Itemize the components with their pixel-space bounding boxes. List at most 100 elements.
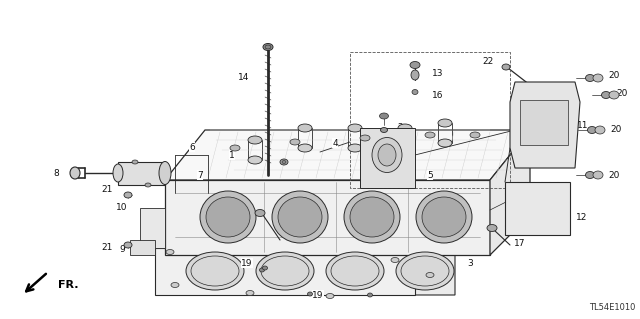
Ellipse shape: [425, 132, 435, 138]
Ellipse shape: [290, 139, 300, 145]
Text: 20: 20: [616, 90, 628, 99]
Ellipse shape: [593, 74, 603, 82]
Ellipse shape: [159, 161, 171, 184]
Ellipse shape: [124, 192, 132, 198]
Text: 7: 7: [197, 170, 203, 180]
Ellipse shape: [470, 132, 480, 138]
Ellipse shape: [248, 136, 262, 144]
Ellipse shape: [381, 128, 387, 132]
Ellipse shape: [206, 197, 250, 237]
Polygon shape: [505, 182, 570, 235]
Polygon shape: [360, 128, 415, 188]
Ellipse shape: [124, 242, 132, 248]
Text: 21: 21: [101, 243, 113, 253]
Ellipse shape: [259, 268, 264, 272]
Ellipse shape: [360, 135, 370, 141]
Ellipse shape: [248, 156, 262, 164]
Ellipse shape: [256, 252, 314, 290]
Ellipse shape: [326, 252, 384, 290]
Text: 16: 16: [432, 91, 444, 100]
Text: 20: 20: [608, 170, 620, 180]
Ellipse shape: [262, 266, 268, 270]
Text: 4: 4: [332, 138, 338, 147]
Ellipse shape: [166, 249, 174, 255]
Ellipse shape: [145, 183, 151, 187]
Text: 10: 10: [116, 204, 128, 212]
Text: 20: 20: [611, 125, 621, 135]
Ellipse shape: [609, 91, 619, 99]
Text: 14: 14: [238, 72, 250, 81]
Ellipse shape: [602, 92, 611, 99]
Text: 12: 12: [576, 213, 588, 222]
Polygon shape: [130, 240, 155, 255]
Ellipse shape: [113, 164, 123, 182]
Polygon shape: [165, 180, 490, 255]
Ellipse shape: [588, 127, 596, 133]
Ellipse shape: [595, 126, 605, 134]
Ellipse shape: [422, 197, 466, 237]
Ellipse shape: [438, 119, 452, 127]
Text: 18: 18: [241, 216, 253, 225]
Text: 11: 11: [577, 121, 589, 130]
Text: 20: 20: [608, 71, 620, 80]
Text: FR.: FR.: [58, 280, 79, 290]
Ellipse shape: [282, 160, 286, 164]
Text: 3: 3: [467, 258, 473, 268]
Ellipse shape: [502, 64, 510, 70]
Polygon shape: [155, 248, 415, 295]
Ellipse shape: [255, 210, 265, 217]
Bar: [140, 208, 165, 248]
Ellipse shape: [348, 144, 362, 152]
Polygon shape: [490, 130, 530, 255]
Ellipse shape: [398, 124, 412, 132]
Ellipse shape: [350, 197, 394, 237]
Ellipse shape: [367, 293, 372, 297]
Bar: [520, 100, 568, 145]
Text: 22: 22: [483, 57, 493, 66]
Ellipse shape: [132, 160, 138, 164]
Ellipse shape: [263, 43, 273, 50]
Ellipse shape: [586, 172, 595, 179]
Text: 15: 15: [529, 211, 541, 219]
Ellipse shape: [280, 159, 288, 165]
Ellipse shape: [278, 197, 322, 237]
Text: 9: 9: [119, 246, 125, 255]
Ellipse shape: [344, 191, 400, 243]
Ellipse shape: [272, 191, 328, 243]
Ellipse shape: [265, 45, 271, 49]
Text: 5: 5: [427, 170, 433, 180]
Ellipse shape: [416, 191, 472, 243]
Text: 2: 2: [397, 123, 403, 132]
Ellipse shape: [412, 90, 418, 94]
Ellipse shape: [593, 171, 603, 179]
Polygon shape: [415, 210, 455, 295]
Ellipse shape: [586, 75, 595, 81]
Ellipse shape: [298, 124, 312, 132]
Text: 19: 19: [241, 258, 253, 268]
Ellipse shape: [70, 167, 80, 179]
Ellipse shape: [230, 145, 240, 151]
Text: 13: 13: [432, 69, 444, 78]
Ellipse shape: [307, 292, 312, 296]
Ellipse shape: [426, 272, 434, 278]
Ellipse shape: [487, 225, 497, 232]
Polygon shape: [155, 210, 455, 248]
Text: TL54E1010: TL54E1010: [589, 303, 635, 312]
Ellipse shape: [326, 293, 334, 299]
Ellipse shape: [410, 62, 420, 69]
Polygon shape: [165, 130, 530, 180]
Ellipse shape: [348, 124, 362, 132]
Text: 17: 17: [515, 239, 525, 248]
Ellipse shape: [246, 291, 254, 295]
Ellipse shape: [200, 191, 256, 243]
Polygon shape: [510, 82, 580, 168]
Ellipse shape: [411, 70, 419, 80]
Ellipse shape: [298, 144, 312, 152]
Text: 6: 6: [189, 143, 195, 152]
Polygon shape: [118, 162, 165, 185]
Ellipse shape: [372, 137, 402, 173]
Ellipse shape: [391, 257, 399, 263]
Text: 19: 19: [312, 291, 324, 300]
Text: 1: 1: [229, 151, 235, 160]
Ellipse shape: [398, 144, 412, 152]
